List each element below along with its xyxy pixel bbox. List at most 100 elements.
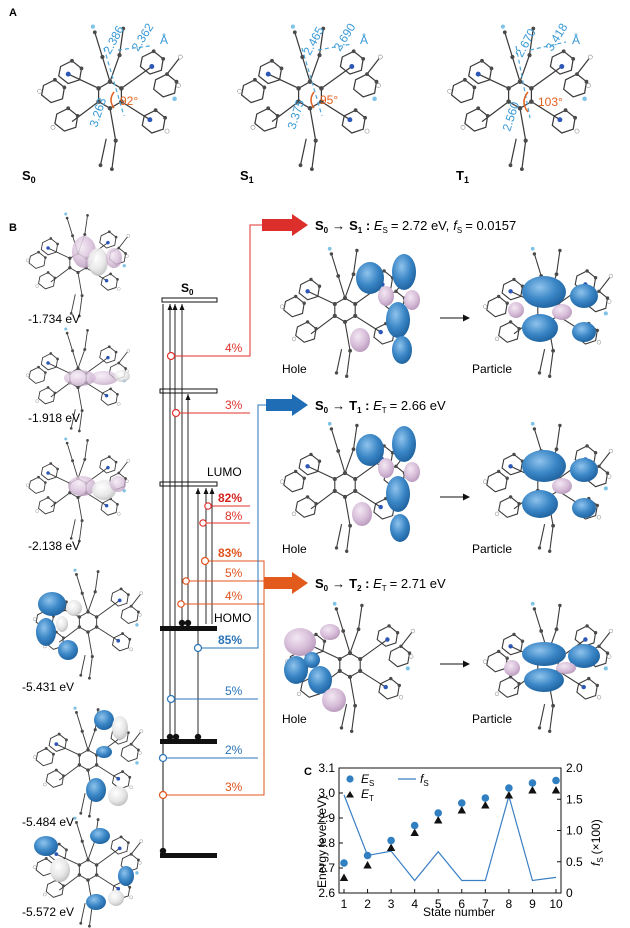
state-label: T1 bbox=[456, 168, 469, 185]
state-label: S1 bbox=[240, 168, 254, 185]
level-s0 bbox=[161, 297, 218, 303]
angle-label: 92° bbox=[120, 94, 138, 108]
y-tick-label: 2.6 bbox=[318, 886, 335, 900]
hole-particle-row-2: Hole Particle bbox=[279, 421, 614, 556]
x-tick-label: 7 bbox=[482, 897, 489, 911]
percent-label: 82% bbox=[218, 491, 242, 505]
particle-label: Particle bbox=[472, 362, 512, 376]
percent-label: 8% bbox=[225, 509, 243, 523]
particle-image bbox=[482, 421, 614, 554]
hole-image bbox=[284, 601, 416, 734]
et-point bbox=[481, 801, 490, 809]
y-tick-label: 2.7 bbox=[318, 861, 335, 875]
orbital-energy: -5.572 eV bbox=[22, 905, 74, 919]
panel-b-label: B bbox=[9, 222, 17, 234]
et-point bbox=[457, 806, 466, 814]
et-point bbox=[386, 843, 396, 851]
x-tick-label: 8 bbox=[506, 897, 513, 911]
homo-label: HOMO bbox=[214, 611, 251, 625]
arrow-right-icon bbox=[463, 660, 470, 668]
angstrom-unit: Å bbox=[360, 32, 368, 47]
percent-label: 4% bbox=[225, 589, 243, 603]
angstrom-unit: Å bbox=[572, 32, 580, 47]
y2-tick-label: 1.0 bbox=[566, 824, 583, 838]
hole-image bbox=[279, 421, 420, 554]
structure-s0: 2.386 2.362 Å 3.263 92° S0 bbox=[22, 20, 184, 185]
hole-label: Hole bbox=[282, 362, 307, 376]
transition-header-s0-t1: S0 → T1 : ET = 2.66 eV bbox=[266, 394, 446, 416]
orbital-thumb-6 bbox=[32, 816, 144, 928]
level-lumo bbox=[159, 481, 218, 487]
y2-tick-label: 0 bbox=[566, 886, 573, 900]
hole-particle-row-1: Hole Particle bbox=[279, 246, 614, 379]
level-lumo-plus-2 bbox=[159, 388, 218, 394]
distance-label-3: 3.375 bbox=[285, 98, 308, 131]
svg-text:S0→T2 : ET= 2.71 eV: S0 → T2 : ET = 2.71 eV bbox=[315, 576, 446, 593]
x-axis-title: State number bbox=[423, 905, 495, 919]
x-tick-label: 2 bbox=[364, 897, 371, 911]
particle-label: Particle bbox=[472, 542, 512, 556]
es-point bbox=[528, 779, 537, 787]
orbital-thumb-5 bbox=[32, 706, 144, 819]
x-tick-label: 1 bbox=[341, 897, 348, 911]
legend-es-marker bbox=[346, 775, 354, 783]
distance-label-2: 2.362 bbox=[129, 20, 157, 53]
orbital-thumb-1 bbox=[25, 212, 131, 318]
percent-label: 3% bbox=[225, 398, 243, 412]
et-point bbox=[434, 816, 443, 824]
percent-label: 5% bbox=[225, 684, 243, 698]
s0-label: S0 bbox=[181, 281, 194, 297]
percent-label: 83% bbox=[218, 546, 242, 560]
arrow-right-icon bbox=[262, 214, 308, 236]
lumo-label: LUMO bbox=[207, 465, 242, 479]
x-tick-label: 4 bbox=[411, 897, 418, 911]
y2-tick-label: 1.5 bbox=[566, 792, 583, 806]
energy-level-diagram: S0 LUMO HOMO bbox=[158, 224, 266, 858]
distance-label-1: 2.465 bbox=[300, 24, 327, 57]
orbital-energy: -1.918 eV bbox=[28, 411, 80, 425]
orbital-energy: -1.734 eV bbox=[28, 312, 80, 326]
transition-header-s0-s1: S0 → S1 : ES = 2.72 eV, fS = 0.0157 bbox=[262, 214, 516, 236]
hole-label: Hole bbox=[282, 542, 307, 556]
arrow-right-icon bbox=[463, 314, 470, 322]
level-homo-minus-1 bbox=[160, 739, 217, 744]
legend-es-label: ES bbox=[361, 772, 374, 788]
level-homo bbox=[160, 626, 217, 631]
es-point bbox=[387, 836, 395, 845]
orbital-thumb-3 bbox=[25, 437, 131, 543]
orbital-energy: -5.484 eV bbox=[22, 815, 74, 829]
et-point bbox=[410, 828, 419, 836]
es-point bbox=[363, 851, 372, 860]
distance-label-1: 2.386 bbox=[100, 23, 127, 56]
es-point bbox=[481, 794, 490, 802]
level-homo-minus-2 bbox=[160, 853, 217, 858]
transition-header-s0-t2: S0 → T2 : ET = 2.71 eV bbox=[264, 572, 446, 594]
distance-label-1: 2.670 bbox=[512, 26, 539, 59]
hole-particle-row-3: Hole Particle bbox=[282, 601, 614, 734]
et-point bbox=[551, 786, 561, 794]
orbital-energy: -5.431 eV bbox=[22, 680, 74, 694]
fs-series-line bbox=[343, 793, 557, 882]
x-tick-label: 10 bbox=[549, 897, 563, 911]
y-tick-label: 3.0 bbox=[318, 786, 335, 800]
et-point bbox=[504, 791, 514, 799]
arrow-right-icon bbox=[264, 572, 308, 594]
panel-a-label: A bbox=[9, 7, 17, 19]
y-tick-label: 2.9 bbox=[318, 811, 335, 825]
y2-tick-label: 2.0 bbox=[566, 761, 583, 775]
arrow-right-icon bbox=[266, 394, 308, 416]
distance-label-2: 3.418 bbox=[543, 20, 571, 53]
state-label: S0 bbox=[22, 168, 36, 185]
particle-image bbox=[482, 601, 614, 734]
es-point bbox=[505, 784, 513, 792]
es-point bbox=[434, 809, 443, 817]
es-point bbox=[552, 776, 560, 785]
orbital-thumb-2 bbox=[25, 327, 131, 433]
percent-label: 3% bbox=[225, 780, 243, 794]
x-tick-label: 3 bbox=[388, 897, 395, 911]
contribution-percents: 4% 3% 82% 8% 83% 5% 4% 85% 5% 2% 3% bbox=[218, 341, 243, 794]
angstrom-unit: Å bbox=[160, 32, 168, 47]
structure-t1: 2.670 3.418 Å 2.560 103° T1 bbox=[446, 20, 594, 185]
structure-s1: 2.465 2.690 Å 3.375 95° S1 bbox=[236, 20, 384, 185]
